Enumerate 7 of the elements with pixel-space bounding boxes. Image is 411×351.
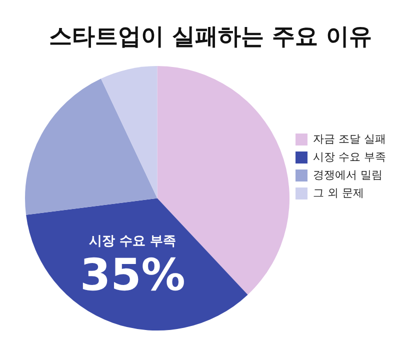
slice-label: 시장 수요 부족 <box>89 234 176 250</box>
legend-label: 자금 조달 실패 <box>313 132 386 146</box>
chart-title: 스타트업이 실패하는 주요 이유 <box>48 24 372 50</box>
legend-label: 그 외 문제 <box>313 186 364 200</box>
legend-label: 경쟁에서 밀림 <box>313 168 383 182</box>
legend-label: 시장 수요 부족 <box>313 150 386 164</box>
data-label: 35% <box>80 250 186 302</box>
